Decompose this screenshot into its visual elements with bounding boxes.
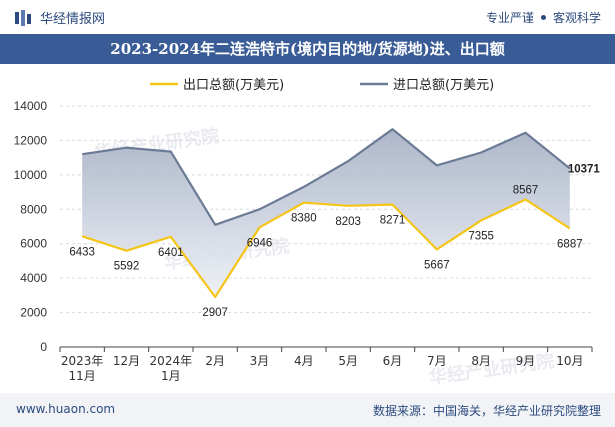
x-tick-label: 5月 [338,354,358,368]
x-tick-label: 10月 [556,354,583,368]
export-data-label: 6887 [557,238,583,250]
x-tick-label: 3月 [250,354,270,368]
export-data-label: 6946 [247,237,273,249]
x-tick-label: 8月 [471,354,491,368]
export-data-label: 8380 [291,213,317,225]
brand[interactable]: 华经情报网 [14,8,105,27]
export-data-label: 6401 [158,247,184,259]
export-series-line [81,198,571,299]
export-data-label: 5592 [114,261,140,273]
top-bar: 华经情报网 专业严谨 客观科学 [0,0,615,34]
slogan-left: 专业严谨 [485,11,534,25]
y-tick-label: 10000 [14,168,48,182]
export-data-label: 8567 [513,185,539,197]
x-tick-label: 4月 [294,354,314,368]
x-tick-label: 9月 [516,354,536,368]
area-between-series [82,129,570,297]
import-series-line [82,128,571,226]
series-lines [81,128,571,299]
export-data-label: 6433 [69,246,95,258]
legend-export-label: 出口总额(万美元) [183,78,284,93]
chart-title: 2023-2024年二连浩特市(境内目的地/货源地)进、出口额 [0,34,615,64]
y-tick-label: 2000 [20,306,47,320]
legend: 出口总额(万美元) 进口总额(万美元) [150,78,494,93]
x-tick-label: 12月 [113,354,140,368]
y-tick-label: 6000 [20,237,47,251]
y-axis: 0 2000 4000 6000 8000 10000 12000 14000 [14,99,48,354]
x-tick-label: 1月 [161,369,181,383]
import-data-label: 10371 [568,163,601,175]
y-tick-label: 8000 [20,202,47,216]
x-tick-label: 11月 [69,369,96,383]
y-tick-label: 14000 [14,99,48,113]
x-tick-label: 7月 [427,354,447,368]
chart: 华经产业研究院华经产业研究院华经产业研究院 出口总额(万美元)进口总额(万美元)… [14,78,601,389]
area-fill [82,129,570,297]
website-link[interactable]: www.huaon.com [16,402,116,416]
x-tick-label: 6月 [383,354,403,368]
x-tick-label: 2024年 [150,354,193,368]
x-tick-label: 2023年 [61,354,104,368]
export-data-label: 8271 [380,215,406,227]
export-data-label: 2907 [202,307,228,319]
dot-separator-icon [540,15,546,20]
watermark-text: 华经产业研究院 [428,350,556,389]
slogan-right: 客观科学 [552,11,601,25]
y-tick-label: 12000 [14,133,48,147]
brand-name: 华经情报网 [40,12,106,27]
footer: www.huaon.com 数据来源：中国海关，华经产业研究院整理 [0,393,615,427]
brand-logo-icon [15,9,31,26]
data-source: 数据来源：中国海关，华经产业研究院整理 [372,404,601,418]
y-tick-label: 4000 [20,271,47,285]
x-tick-label: 2月 [205,354,225,368]
export-data-label: 7355 [468,230,494,242]
slogan: 专业严谨 客观科学 [486,9,601,26]
y-tick-label: 0 [40,340,47,354]
export-data-label: 8203 [335,216,361,228]
data-labels: 6433 5592 6401 2907 6946 8380 8203 8271 5667 7355… [69,163,600,318]
legend-import-label: 进口总额(万美元) [393,78,494,93]
export-data-label: 5667 [424,259,450,271]
